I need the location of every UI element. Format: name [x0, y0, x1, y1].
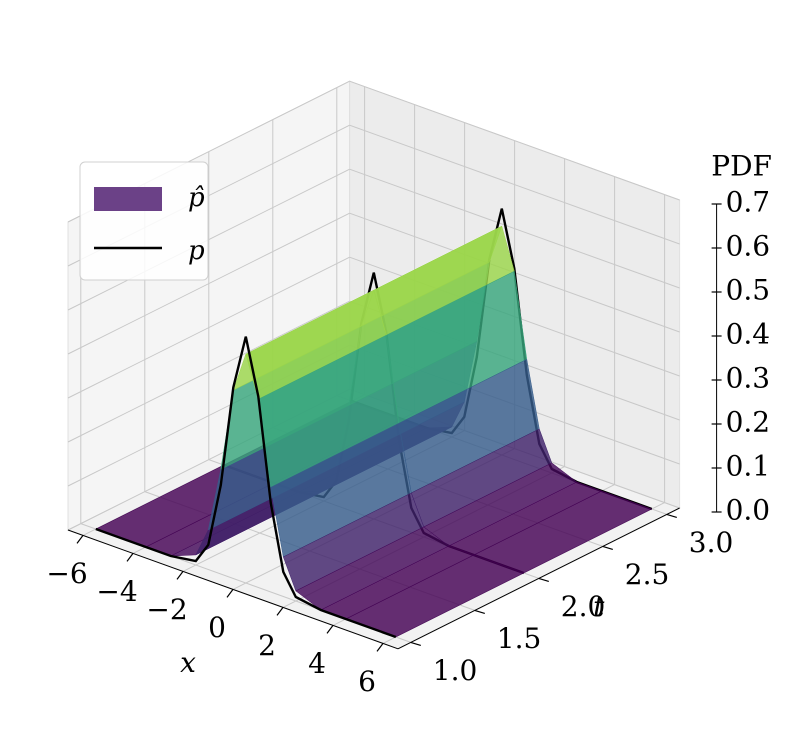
- y-tick-label: 1.5: [497, 622, 542, 655]
- grid-line: [67, 212, 350, 355]
- z-tick-label: 0.2: [726, 406, 771, 439]
- tick-mark: [326, 625, 334, 634]
- line: [95, 336, 397, 639]
- y-tick-label: 3.0: [689, 526, 734, 559]
- x-tick-label: −4: [96, 575, 137, 608]
- tick-mark: [126, 553, 134, 562]
- y-axis-label: t: [593, 590, 605, 623]
- tick-mark: [176, 571, 184, 580]
- grid-line: [67, 168, 350, 311]
- grid-line: [349, 80, 680, 201]
- z-tick-label: 0.1: [726, 450, 771, 483]
- tick-mark: [226, 589, 234, 598]
- legend-label: p̂: [188, 183, 205, 213]
- x-tick-label: −2: [146, 593, 187, 626]
- tick-mark: [602, 545, 613, 550]
- tick-mark: [538, 577, 549, 582]
- x-tick-label: 2: [258, 629, 276, 662]
- y-tick-label: 2.0: [561, 590, 606, 623]
- tick-mark: [76, 535, 84, 544]
- legend-swatch: [94, 187, 162, 211]
- tick-mark: [666, 513, 677, 518]
- legend: p̂ p: [79, 161, 209, 281]
- grid-line: [349, 168, 680, 289]
- z-tick-label: 0.7: [726, 186, 771, 219]
- x-tick-label: −6: [46, 557, 87, 590]
- tick-mark: [474, 609, 485, 614]
- z-tick-label: 0.5: [726, 274, 771, 307]
- tick-mark: [276, 607, 284, 616]
- z-tick-label: 0.3: [726, 362, 771, 395]
- x-axis: [67, 529, 399, 650]
- z-tick-label: 0.4: [726, 318, 771, 351]
- y-tick-label: 1.0: [433, 654, 478, 687]
- x-axis-label: x: [180, 646, 196, 679]
- grid-line: [67, 300, 350, 443]
- tick-mark: [410, 641, 421, 646]
- grid-line: [349, 124, 680, 245]
- t-axis: [397, 507, 680, 650]
- z-tick-label: 0.6: [726, 230, 771, 263]
- x-tick-label: 6: [358, 665, 376, 698]
- z-tick-label: 0.0: [726, 494, 771, 527]
- tick-mark: [376, 643, 384, 652]
- z-axis-label: PDF: [711, 150, 772, 183]
- grid-line: [67, 256, 350, 399]
- legend-label: p: [188, 236, 205, 266]
- y-tick-label: 2.5: [625, 558, 670, 591]
- x-tick-label: 4: [308, 647, 326, 680]
- x-tick-label: 0: [208, 611, 226, 644]
